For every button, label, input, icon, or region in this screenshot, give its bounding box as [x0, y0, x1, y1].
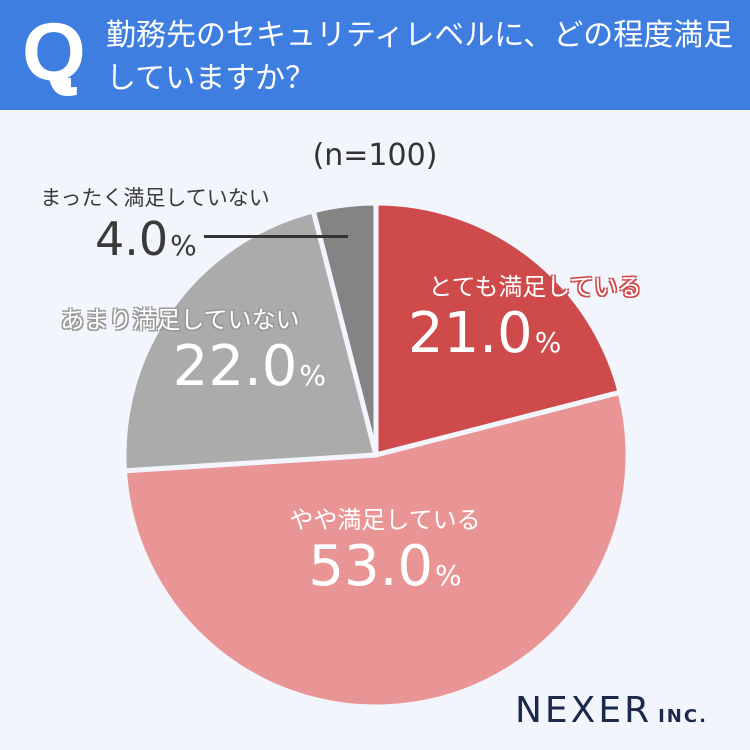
label-very-satisfied: とても満足している 21.0%	[408, 273, 642, 366]
slice-not-very-satisfied	[121, 208, 379, 474]
slice-very-satisfied	[373, 200, 623, 458]
nexer-logo: NEXER INC.	[515, 690, 708, 731]
leader-line	[204, 235, 348, 238]
sample-size: (n=100)	[312, 138, 438, 173]
slice-not-at-all-satisfied	[310, 200, 379, 458]
label-not-very-satisfied: あまり満足していない 22.0%	[60, 306, 326, 399]
q-dot	[62, 78, 71, 87]
label-somewhat-satisfied: やや満足している 53.0%	[289, 506, 481, 599]
q-mark: Q	[22, 7, 86, 98]
question-text: 勤務先のセキュリティレベルに、どの程度満足していますか？	[106, 18, 734, 96]
question-header: Q 勤務先のセキュリティレベルに、どの程度満足していますか？	[0, 0, 750, 110]
slice-somewhat-satisfied	[121, 389, 631, 710]
label-not-at-all-satisfied: まったく満足していない 4.0%	[40, 186, 270, 266]
